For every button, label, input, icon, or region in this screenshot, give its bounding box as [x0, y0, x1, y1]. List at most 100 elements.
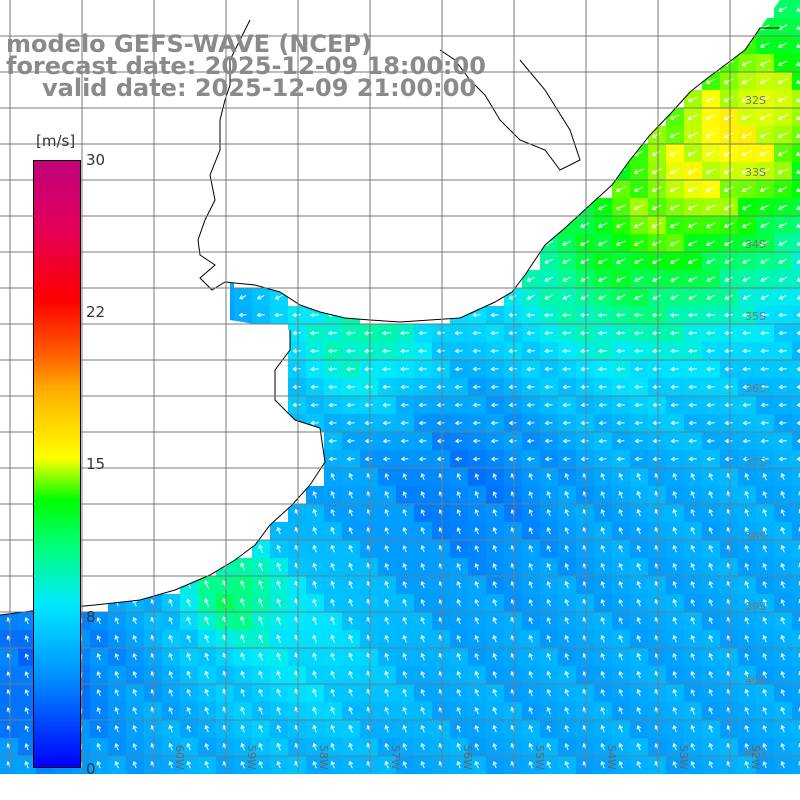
wind-arrow — [96, 617, 102, 625]
wind-arrow — [240, 598, 246, 608]
wind-arrow — [705, 204, 716, 211]
wind-arrow — [546, 545, 552, 553]
wind-arrow — [634, 366, 643, 372]
wind-arrow — [186, 670, 191, 679]
wind-arrow — [762, 616, 767, 625]
wind-arrow — [276, 652, 281, 661]
wind-arrow — [240, 706, 245, 715]
wind-arrow — [759, 168, 770, 175]
wind-arrow — [600, 689, 605, 697]
wind-arrow — [796, 456, 800, 462]
wind-arrow — [402, 563, 407, 571]
wind-arrow — [600, 670, 605, 679]
longitude-labels: 60W59W58W57W56W55W54W53W52W51W — [173, 745, 762, 770]
wind-arrow — [690, 526, 695, 535]
wind-arrow — [528, 527, 534, 535]
wind-arrow — [687, 168, 698, 175]
wind-arrow — [204, 634, 209, 643]
wind-arrow — [420, 491, 426, 499]
wind-arrow — [633, 222, 644, 229]
wind-arrow — [346, 402, 355, 408]
wind-arrow — [741, 186, 752, 193]
wind-arrow — [795, 97, 800, 103]
wind-arrow — [204, 688, 209, 697]
wind-arrow — [96, 707, 102, 715]
wind-arrow — [708, 688, 713, 697]
wind-arrow — [384, 545, 389, 553]
wind-arrow — [276, 616, 281, 625]
wind-arrow — [330, 688, 335, 697]
wind-arrow — [330, 526, 335, 535]
wind-arrow — [724, 456, 733, 462]
wind-arrow — [24, 689, 30, 697]
wind-arrow — [616, 366, 626, 372]
wind-arrow — [690, 562, 695, 571]
wind-arrow — [796, 348, 800, 354]
wind-arrow — [669, 330, 680, 336]
wind-arrow — [132, 616, 137, 625]
wind-arrow — [312, 580, 317, 589]
wind-arrow — [546, 598, 551, 607]
latitude-label: 41S — [745, 746, 766, 759]
wind-arrow — [490, 384, 499, 390]
wind-arrow — [544, 276, 553, 282]
wind-arrow — [759, 114, 770, 121]
wind-arrow — [760, 222, 770, 228]
wind-arrow — [616, 402, 625, 408]
wind-arrow — [348, 544, 353, 553]
wind-arrow — [741, 132, 753, 139]
longitude-label: 57W — [389, 745, 402, 770]
wind-arrow — [705, 132, 716, 139]
wind-arrow — [672, 761, 677, 769]
wind-arrow — [672, 652, 677, 661]
wind-arrow — [436, 438, 445, 444]
wind-arrow — [618, 670, 623, 679]
wind-arrow — [346, 438, 355, 444]
wind-arrow — [384, 706, 389, 715]
wind-arrow — [24, 635, 30, 643]
forecast-date: forecast date: 2025-12-09 18:00:00 — [6, 52, 486, 80]
wind-arrow — [672, 671, 677, 679]
wind-cell — [792, 72, 800, 90]
wind-arrow — [345, 348, 356, 354]
wind-arrow — [544, 348, 553, 354]
wind-arrow — [564, 670, 569, 679]
wind-arrow — [345, 366, 356, 372]
wind-arrow — [456, 491, 462, 499]
wind-arrow — [618, 598, 623, 607]
wind-arrow — [688, 456, 697, 462]
wind-arrow — [618, 490, 623, 499]
wind-arrow — [687, 150, 698, 157]
wind-cell — [792, 666, 800, 684]
wind-arrow — [204, 724, 209, 733]
wind-arrow — [276, 724, 281, 733]
wind-arrow — [780, 490, 785, 499]
wind-arrow — [454, 330, 463, 336]
wind-arrow — [742, 294, 751, 300]
wind-arrow — [420, 563, 425, 571]
wind-arrow — [760, 348, 769, 354]
wind-arrow — [708, 634, 713, 643]
wind-arrow — [400, 420, 409, 426]
wind-arrow — [708, 490, 713, 499]
wind-arrow — [762, 742, 767, 751]
wind-arrow — [490, 438, 499, 444]
wind-arrow — [759, 78, 770, 85]
wind-arrow — [186, 724, 191, 733]
wind-arrow — [760, 330, 769, 336]
wind-arrow — [672, 508, 677, 517]
wind-arrow — [240, 724, 245, 733]
wind-arrow — [672, 490, 677, 499]
wind-arrow — [598, 294, 608, 300]
wind-arrow — [402, 598, 407, 607]
wind-arrow — [708, 617, 713, 625]
wind-arrow — [456, 562, 461, 571]
wind-arrow — [312, 508, 317, 517]
wind-cell — [792, 558, 800, 576]
wind-arrow — [544, 366, 553, 372]
wind-arrow — [312, 491, 317, 499]
wind-arrow — [741, 168, 752, 175]
wind-arrow — [762, 491, 767, 499]
wind-arrow — [546, 688, 551, 697]
wind-arrow — [690, 509, 695, 517]
